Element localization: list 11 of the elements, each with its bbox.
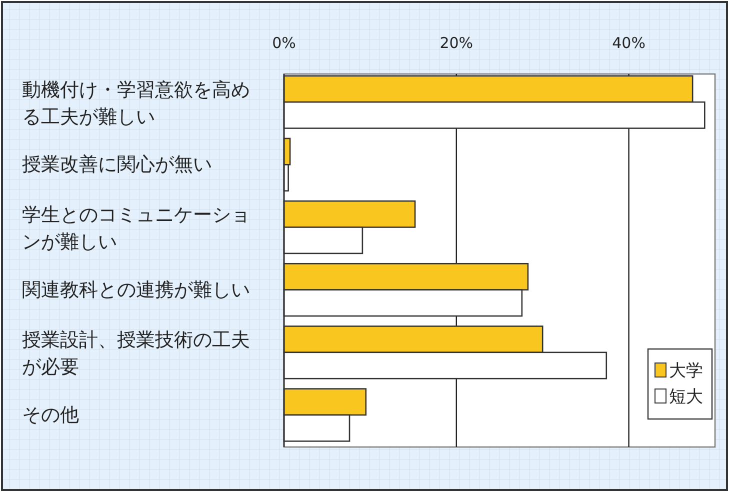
x-tick-label: 20%: [440, 34, 474, 52]
y-tick-label: その他: [22, 404, 79, 426]
y-tick-label: 学生とのコミュニケーションが難しい: [22, 204, 250, 254]
y-tick-label: 授業改善に関心が無い: [22, 154, 212, 176]
x-tick-label: 40%: [612, 34, 646, 52]
legend-label: 大学: [669, 361, 703, 381]
y-tick-label: 動機付け・学習意欲を高める工夫が難しい: [22, 78, 250, 128]
legend-label: 短大: [669, 387, 703, 407]
y-tick-label: 関連教科との連携が難しい: [22, 278, 250, 301]
y-tick-label: 授業設計、授業技術の工夫が必要: [22, 329, 250, 378]
x-tick-label: 0%: [272, 34, 296, 52]
